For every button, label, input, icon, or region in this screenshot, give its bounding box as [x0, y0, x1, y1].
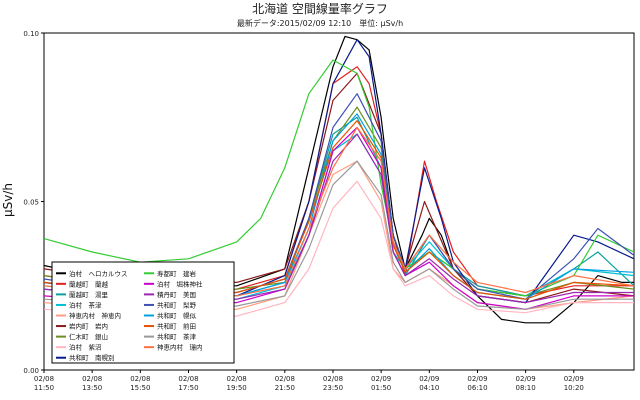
series-lines [43, 35, 635, 324]
x-tick-time: 06:10 [467, 384, 487, 392]
x-tick-date: 02/09 [371, 375, 391, 383]
legend-label: 共和町 前田 [157, 322, 196, 331]
legend-label: 泊村 堀株神社 [157, 279, 203, 288]
x-tick-time: 15:50 [130, 384, 150, 392]
x-tick-date: 02/09 [467, 375, 487, 383]
x-tick-time: 01:50 [371, 384, 391, 392]
x-tick-time: 19:50 [227, 384, 247, 392]
x-tick-date: 02/08 [82, 375, 102, 383]
x-tick-date: 02/09 [516, 375, 536, 383]
legend-label: 蘭越町 蘭越 [69, 279, 109, 288]
legend-label: 共和町 梨野 [157, 300, 197, 309]
legend-label: 神恵内村 神恵内 [69, 311, 121, 320]
x-tick-time: 10:20 [564, 384, 584, 392]
series-line-7 [43, 180, 634, 317]
legend-label: 蘭越町 湯里 [69, 290, 109, 299]
legend-label: 岩内町 岩内 [69, 322, 108, 331]
legend-label: 泊村 ヘロカルウス [69, 269, 128, 278]
x-tick-time: 23:50 [323, 384, 343, 392]
legend-label: 神恵内村 珊内 [157, 343, 203, 352]
x-tick-date: 02/08 [275, 375, 295, 383]
series-line-16 [43, 126, 635, 297]
y-tick-label: 0.05 [23, 199, 39, 207]
legend-label: 共和町 南幌別 [69, 353, 115, 362]
x-tick-time: 21:50 [275, 384, 295, 392]
series-line-15 [43, 160, 634, 310]
legend-label: 積丹町 美国 [157, 290, 196, 299]
x-tick-date: 02/08 [130, 375, 150, 383]
legend-label: 共和町 茶津 [157, 332, 197, 341]
x-tick-date: 02/08 [178, 375, 198, 383]
x-tick-date: 02/09 [419, 375, 439, 383]
x-tick-time: 04:10 [419, 384, 439, 392]
y-axis-label: μSv/h [1, 183, 15, 217]
legend-label: 仁木町 銀山 [69, 332, 108, 341]
x-tick-time: 11:50 [34, 384, 54, 392]
x-tick-time: 17:50 [178, 384, 198, 392]
y-ticks: 0.00 0.05 0.10 [23, 30, 44, 375]
legend-label: 泊村 茶津 [69, 300, 102, 309]
x-tick-date: 02/09 [564, 375, 584, 383]
x-tick-date: 02/08 [323, 375, 343, 383]
chart-subtitle: 最新データ:2015/02/09 12:10 単位: μSv/h [237, 18, 403, 28]
series-line-0 [43, 35, 634, 324]
y-tick-label: 0.10 [23, 30, 39, 38]
legend-box [51, 261, 235, 364]
y-tick-label: 0.00 [23, 367, 39, 375]
series-line-9 [43, 59, 635, 297]
legend-label: 泊村 紫沼 [69, 343, 102, 352]
x-tick-date: 02/08 [227, 375, 247, 383]
x-ticks: 02/0811:5002/0813:5002/0815:5002/0817:50… [34, 370, 584, 392]
x-tick-time: 08:10 [516, 384, 536, 392]
legend-label: 寿都町 建岩 [157, 269, 197, 278]
x-tick-time: 13:50 [82, 384, 102, 392]
chart-title: 北海道 空間線量率グラフ [252, 1, 388, 16]
legend-label: 共和町 幌似 [157, 311, 197, 320]
series-line-11 [43, 133, 634, 304]
x-tick-date: 02/08 [34, 375, 54, 383]
